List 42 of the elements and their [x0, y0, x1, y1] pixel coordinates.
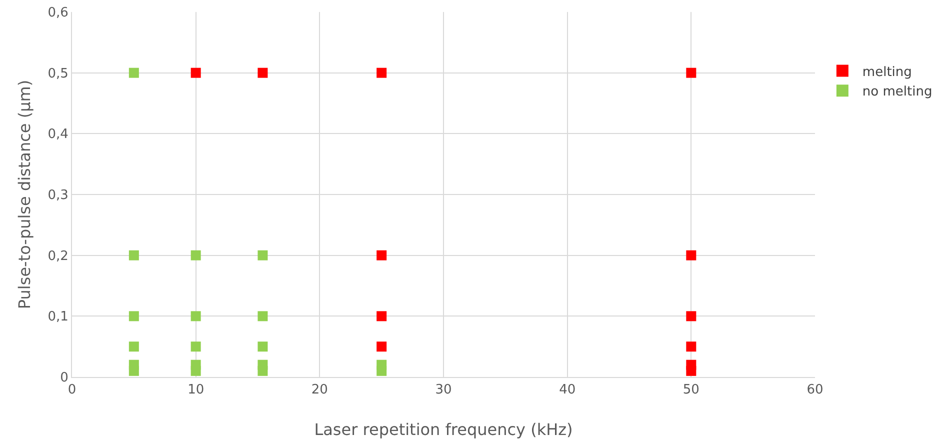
y-tick-label: 0,5 [48, 66, 68, 82]
point [190, 366, 201, 376]
point [128, 342, 139, 352]
point [128, 366, 139, 376]
point [128, 68, 139, 78]
point [258, 342, 268, 352]
y-tick-label: 0,3 [48, 188, 68, 204]
point [258, 366, 268, 376]
point [686, 342, 696, 352]
point [258, 311, 268, 322]
x-tick-label: 60 [806, 382, 824, 398]
x-tick-label: 40 [559, 382, 576, 398]
point [190, 68, 201, 78]
point [258, 68, 268, 78]
y-axis-title: Pulse-to-pulse distance (µm) [15, 80, 34, 310]
legend-label: melting [862, 64, 912, 80]
x-tick-label: 20 [311, 382, 328, 398]
point [258, 250, 268, 260]
legend-label: no melting [862, 84, 932, 100]
point [686, 366, 696, 376]
y-tick-label: 0,6 [48, 6, 68, 21]
y-tick-label: 0 [60, 370, 68, 386]
point [190, 342, 201, 352]
point [128, 250, 139, 260]
y-tick-label: 0,4 [48, 127, 68, 142]
point [686, 68, 696, 78]
x-tick-label: 50 [682, 382, 700, 398]
x-tick-label: 30 [435, 382, 452, 398]
point [686, 311, 696, 322]
point [128, 311, 139, 322]
point [686, 250, 696, 260]
point [376, 311, 387, 322]
point [376, 68, 387, 78]
point [190, 311, 201, 322]
point [190, 250, 201, 260]
point [376, 342, 387, 352]
point [376, 250, 387, 260]
y-tick-label: 0,2 [48, 248, 68, 264]
x-tick-label: 10 [188, 382, 204, 398]
x-axis-title: Laser repetition frequency (kHz) [314, 420, 573, 439]
y-tick-label: 0,1 [48, 310, 68, 325]
point [376, 366, 387, 376]
